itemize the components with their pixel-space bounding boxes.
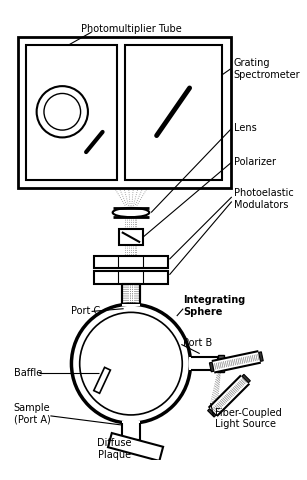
Polygon shape [208, 408, 216, 417]
Bar [125, 45, 222, 180]
Circle shape [72, 304, 191, 423]
Text: Polarizer: Polarizer [234, 157, 276, 167]
Circle shape [80, 312, 182, 415]
Bar [113, 212, 149, 214]
Circle shape [44, 94, 81, 130]
Circle shape [37, 86, 88, 137]
Circle shape [218, 361, 223, 366]
Bar [189, 357, 220, 370]
Bar [94, 255, 168, 268]
Bar [122, 421, 140, 442]
Polygon shape [242, 374, 250, 383]
Bar [108, 433, 163, 461]
Text: Grating
Spectrometer: Grating Spectrometer [234, 58, 300, 80]
Text: Photoelastic
Modulators: Photoelastic Modulators [234, 188, 293, 210]
Bar [18, 36, 231, 188]
Text: Diffuse
Plaque: Diffuse Plaque [97, 438, 132, 460]
Bar [218, 355, 224, 372]
Polygon shape [258, 352, 263, 361]
Polygon shape [209, 362, 214, 372]
Text: Port B: Port B [183, 337, 212, 348]
Text: Baffle: Baffle [14, 368, 42, 378]
Ellipse shape [113, 208, 149, 217]
Text: Photomultiplier Tube: Photomultiplier Tube [81, 24, 181, 35]
Bar [94, 367, 111, 393]
Text: Port C: Port C [72, 306, 101, 316]
Bar [26, 45, 117, 180]
Text: Integrating
Sphere: Integrating Sphere [183, 295, 245, 317]
Bar [122, 304, 140, 306]
Text: Fiber-Coupled
Light Source: Fiber-Coupled Light Source [215, 408, 282, 430]
Bar [94, 271, 168, 284]
Bar [119, 229, 143, 245]
Text: Lens: Lens [234, 123, 256, 133]
Text: Sample
(Port A): Sample (Port A) [14, 403, 50, 425]
